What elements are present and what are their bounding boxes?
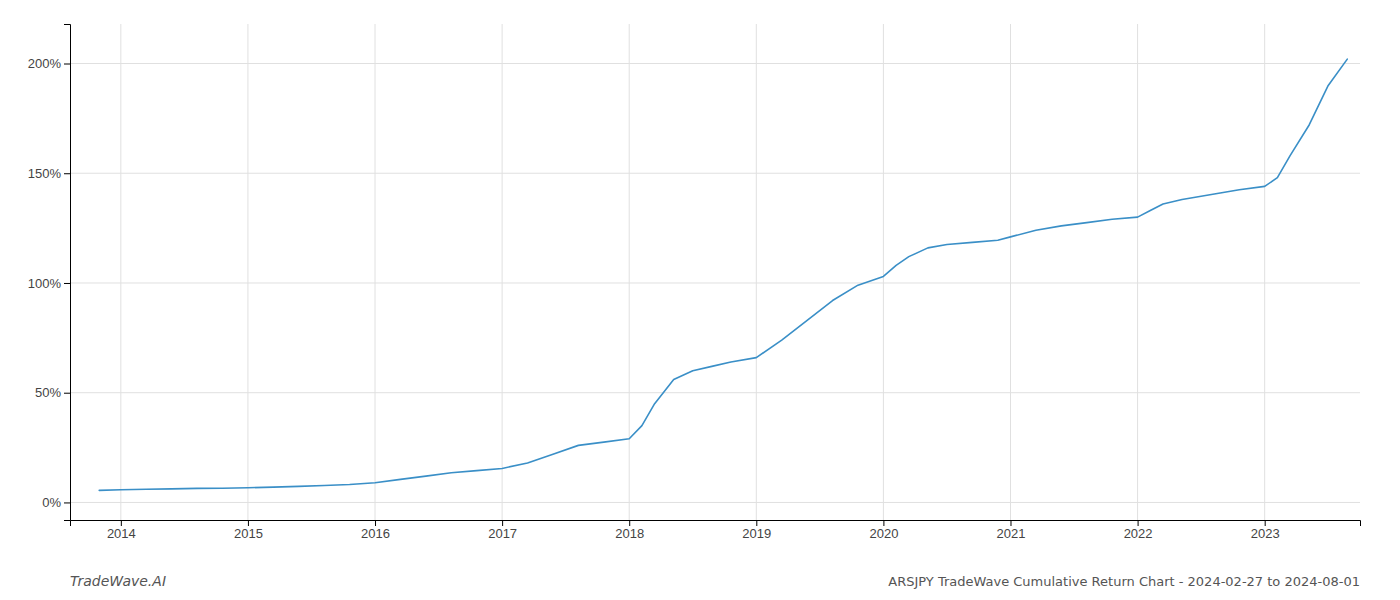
- line: [99, 59, 1347, 490]
- tick-mark: [1010, 520, 1011, 526]
- tick-mark: [756, 520, 757, 526]
- tick: 150%: [28, 166, 70, 181]
- tick: 2023: [1251, 520, 1280, 541]
- tick-label: 2022: [1124, 526, 1153, 541]
- marks: [99, 59, 1347, 490]
- tick: 2015: [234, 520, 263, 541]
- tick-mark: [375, 520, 376, 526]
- tick-label: 2023: [1251, 526, 1280, 541]
- axis-line: [71, 521, 1361, 527]
- grid-line: [1010, 24, 1011, 520]
- tick: 2014: [107, 520, 136, 541]
- tick: 100%: [28, 276, 70, 291]
- tick: 50%: [35, 385, 70, 400]
- grid-line: [756, 24, 757, 520]
- tick-mark: [629, 520, 630, 526]
- tick-label: 50%: [35, 385, 61, 400]
- tick-label: 2019: [742, 526, 771, 541]
- grid-line: [1264, 24, 1265, 520]
- tick-mark: [64, 64, 70, 65]
- axis-line: [64, 25, 71, 521]
- tick-mark: [121, 520, 122, 526]
- grid-line: [502, 24, 503, 520]
- tick-label: 0%: [42, 495, 61, 510]
- tick: 0%: [42, 495, 70, 510]
- tick-label: 200%: [28, 56, 62, 71]
- watermark: TradeWave.AI: [70, 573, 166, 589]
- tick-mark: [1265, 520, 1266, 526]
- title: ARSJPY TradeWave Cumulative Return Chart…: [888, 574, 1360, 589]
- tick-label: 2015: [234, 526, 263, 541]
- tick-mark: [64, 393, 70, 394]
- tick-label: 150%: [28, 166, 62, 181]
- grid-line: [70, 282, 1360, 283]
- grid: [70, 24, 1360, 520]
- grid-line: [375, 24, 376, 520]
- grid-line: [70, 392, 1360, 393]
- grid-line: [629, 24, 630, 520]
- grid-line: [247, 24, 248, 520]
- grid-line: [70, 63, 1360, 64]
- tick-label: 2016: [361, 526, 390, 541]
- tick: 200%: [28, 56, 70, 71]
- tick: 2018: [615, 520, 644, 541]
- tick-mark: [1138, 520, 1139, 526]
- tick-label: 2020: [869, 526, 898, 541]
- tick-label: 2017: [488, 526, 517, 541]
- tick-mark: [64, 173, 70, 174]
- tick-label: 2014: [107, 526, 136, 541]
- grid-line: [883, 24, 884, 520]
- tick: 2022: [1124, 520, 1153, 541]
- tick-mark: [64, 502, 70, 503]
- chart: 2014 2015 2016 2017 2018 2019 2020 2021 2022 2023…: [0, 0, 1400, 600]
- plot: 2014 2015 2016 2017 2018 2019 2020 2021 2022 2023…: [28, 24, 1361, 541]
- tick: 2017: [488, 520, 517, 541]
- tick: 2016: [361, 520, 390, 541]
- grid-line: [1137, 24, 1138, 520]
- tick-mark: [64, 283, 70, 284]
- tick: 2020: [869, 520, 898, 541]
- tick: 2019: [742, 520, 771, 541]
- x-axis: 2014 2015 2016 2017 2018 2019 2020 2021 2022 2023: [71, 520, 1361, 541]
- tick-mark: [502, 520, 503, 526]
- grid-line: [120, 24, 121, 520]
- tick-label: 100%: [28, 276, 62, 291]
- tick-mark: [883, 520, 884, 526]
- grid-line: [70, 173, 1360, 174]
- grid-line: [70, 502, 1360, 503]
- tick-label: 2021: [997, 526, 1026, 541]
- tick: 2021: [997, 520, 1026, 541]
- tick-label: 2018: [615, 526, 644, 541]
- tick-mark: [248, 520, 249, 526]
- y-axis: 0% 50% 100% 150% 200%: [28, 25, 71, 521]
